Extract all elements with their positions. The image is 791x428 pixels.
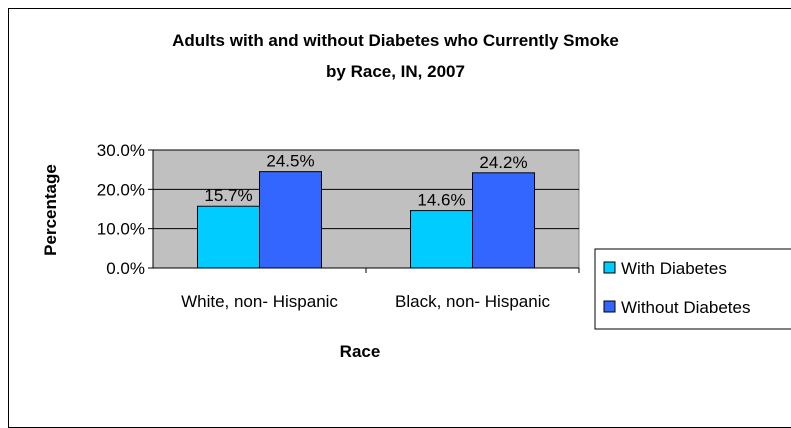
bar-without-diabetes [472,172,535,269]
data-label: 14.6% [417,191,465,210]
data-label: 15.7% [204,186,252,205]
legend-swatch [603,300,616,313]
y-tick-label: 30.0% [97,141,145,160]
chart-subtitle: by Race, IN, 2007 [326,62,465,81]
y-tick-label: 0.0% [106,259,145,278]
bar-without-diabetes [259,171,322,269]
bar-with-diabetes [410,210,473,269]
legend-box [594,248,791,330]
data-label: 24.5% [266,152,314,171]
y-axis-title: Percentage [41,164,60,256]
x-tick-label: Black, non- Hispanic [395,292,550,311]
legend-label: With Diabetes [621,259,727,278]
y-tick-label: 20.0% [97,180,145,199]
bar-chart: 0.0% 10.0% 20.0% 30.0% 15.7% 24.5% White, non-… [41,141,791,361]
data-label: 24.2% [479,153,527,172]
bar-with-diabetes [197,205,260,269]
x-tick-label: White, non- Hispanic [181,292,338,311]
x-axis-title: Race [340,342,381,361]
legend-swatch [603,261,616,274]
y-tick-label: 10.0% [97,220,145,239]
legend-label: Without Diabetes [621,298,750,317]
chart-title: Adults with and without Diabetes who Cur… [172,31,619,50]
